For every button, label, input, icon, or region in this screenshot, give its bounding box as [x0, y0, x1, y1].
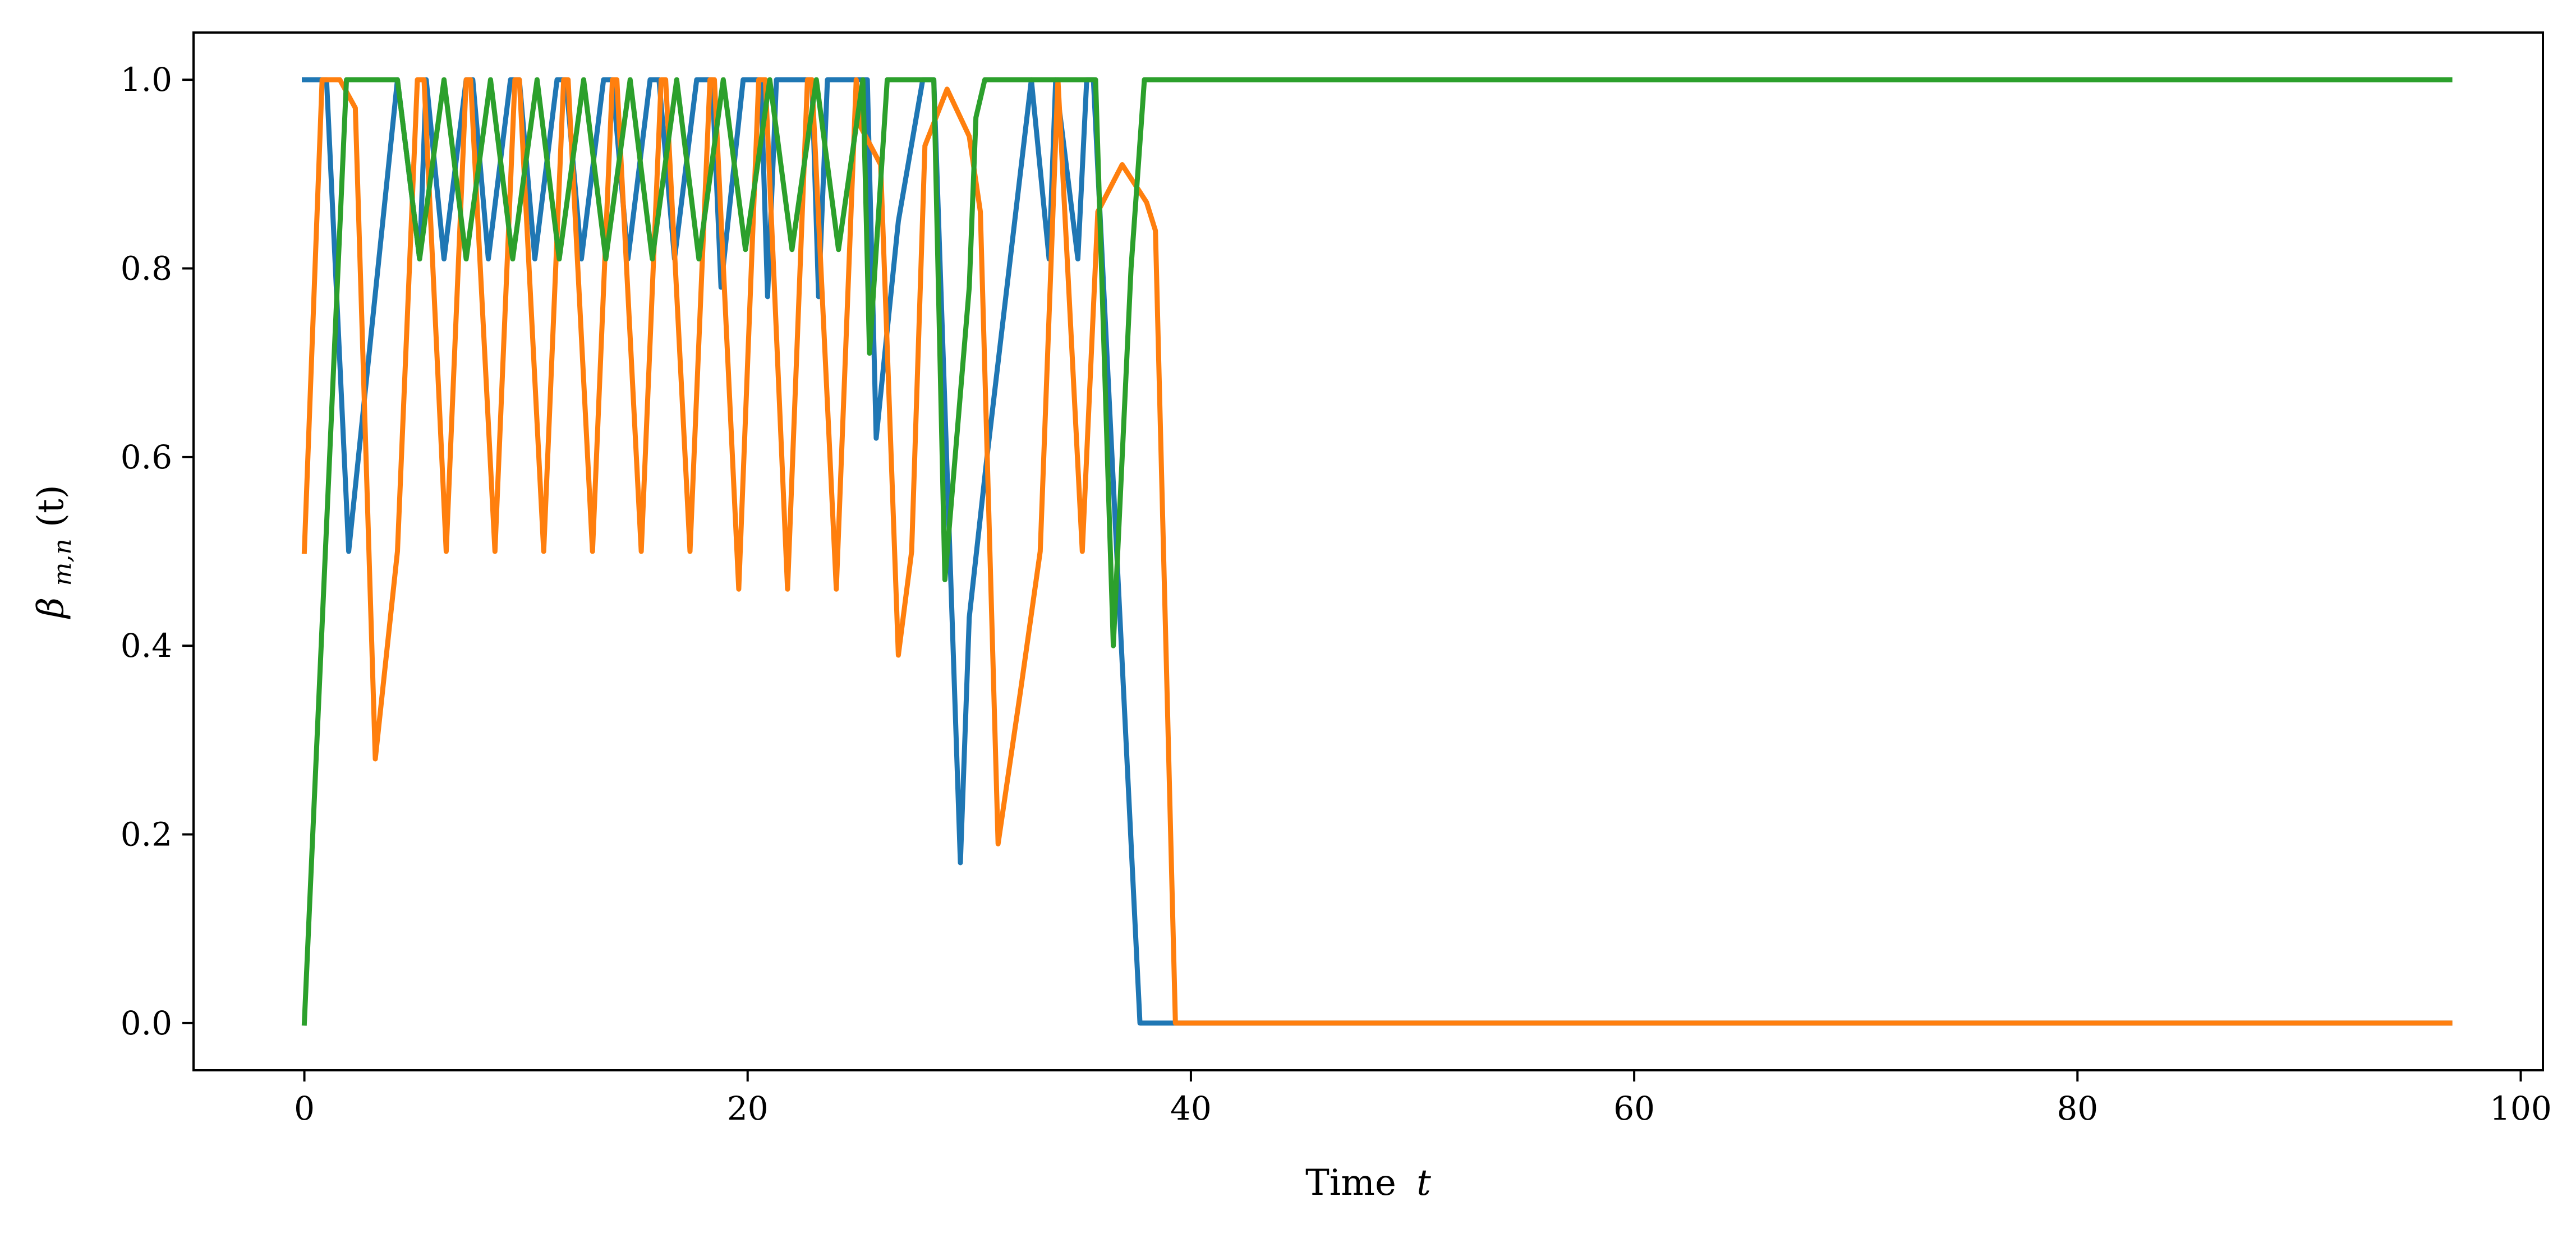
- x-tick-label: 80: [2057, 1089, 2098, 1127]
- series-line-3: [301, 77, 2453, 1026]
- y-axis-label-subscript: m,n: [48, 539, 77, 586]
- y-tick-label: 0.6: [121, 438, 172, 476]
- labels-layer: Time t β m,n (t): [30, 485, 1431, 1204]
- x-tick-label: 60: [1613, 1089, 1655, 1127]
- series-line-2: [301, 77, 2453, 1026]
- x-tick-label: 20: [727, 1089, 769, 1127]
- y-axis-label: β m,n (t): [30, 485, 80, 619]
- y-tick-label: 0.8: [121, 249, 172, 287]
- x-tick-label: 40: [1170, 1089, 1212, 1127]
- y-tick-label: 0.4: [121, 627, 172, 665]
- series-layer: [301, 77, 2453, 1026]
- x-tick-label: 0: [294, 1089, 315, 1127]
- x-axis-label-var: t: [1416, 1162, 1431, 1204]
- y-tick-label: 0.0: [121, 1004, 172, 1042]
- axes-layer: 0 20 40 60 80 100 0.0 0.2 0.4 0.6 0.8 1.0: [121, 31, 2552, 1127]
- y-tick-label: 0.2: [121, 816, 172, 854]
- axes-frame: [192, 31, 2544, 1071]
- y-axis-label-symbol: β: [30, 597, 72, 619]
- y-tick-label: 1.0: [121, 61, 172, 99]
- y-axis-label-argument: (t): [30, 485, 72, 527]
- x-tick-label: 100: [2490, 1089, 2552, 1127]
- x-axis-label-text: Time: [1305, 1162, 1396, 1204]
- x-axis-label: Time t: [1305, 1162, 1431, 1204]
